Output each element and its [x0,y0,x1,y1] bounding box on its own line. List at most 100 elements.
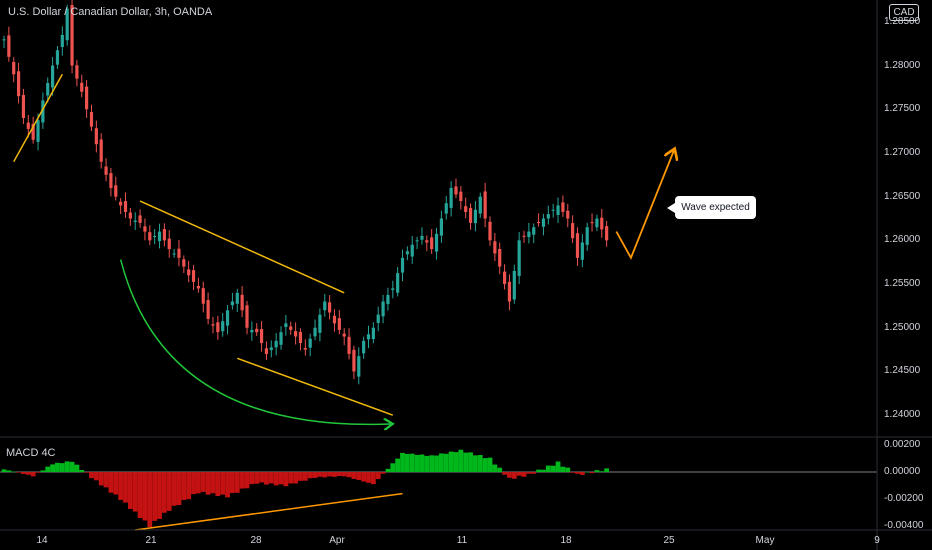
macd-bar [366,472,371,483]
macd-bar [390,463,396,473]
macd-bar [594,470,600,473]
macd-bar [404,453,410,473]
macd-bar [55,462,60,473]
candle-body [585,227,589,245]
candle-body [240,294,244,311]
candle-body [483,191,487,219]
candle-body [2,39,6,41]
candle-body [415,240,419,242]
macd-bar [157,472,162,519]
candle-body [400,257,405,273]
candle-body [434,233,439,252]
candle-body [119,201,123,206]
macd-bar [526,472,532,474]
macd-bar [434,455,439,473]
price-tick-label: 1.25000 [884,321,921,333]
currency-badge[interactable]: CAD [889,4,919,21]
macd-bar [239,472,245,489]
macd-bar [108,472,114,493]
macd-bar [356,472,362,481]
macd-bar [312,472,318,478]
macd-bar [210,472,216,494]
candle-body [303,347,307,350]
macd-bar [448,451,454,473]
candle-body [162,229,166,241]
macd-bar [302,472,308,481]
candle-body [488,221,492,241]
macd-bar [395,458,401,473]
macd-bar [74,464,80,473]
candle-body [381,301,385,317]
macd-bar [50,464,55,473]
macd-bar [234,472,240,493]
macd-bar [220,472,226,495]
macd-bar [152,472,158,521]
macd-bar [127,472,133,509]
price-tick-label: 1.25500 [884,278,921,290]
candle-body [449,187,453,208]
macd-bar [79,470,85,473]
price-tick-label: 1.27500 [884,103,921,115]
macd-bar [113,472,119,495]
candle-body [109,173,113,188]
trendline [139,200,345,294]
price-tick-label: 1.28000 [884,59,921,71]
wave-callout[interactable]: Wave expected [667,196,756,219]
macd-bar [273,472,279,486]
time-tick-label: 9 [874,535,880,546]
projection-arrow [615,149,674,260]
candle-body [459,191,463,202]
candle-body [182,259,186,267]
candle-body [60,34,64,47]
macd-bar [123,472,128,503]
macd-bar [254,472,260,484]
price-candles [2,0,609,385]
macd-bar [176,472,182,506]
candle-body [94,128,98,145]
macd-bar [200,472,206,492]
candle-body [99,139,103,162]
macd-bar [288,472,294,484]
candle-body [55,50,60,65]
macd-bar [516,472,522,476]
candle-body [575,233,580,258]
macd-bar [21,472,26,475]
macd-bar [205,472,211,495]
time-tick-label: 25 [663,535,675,546]
candle-body [7,35,11,57]
candle-body [537,222,541,224]
macd-bar [370,472,376,485]
macd-bar [230,472,235,494]
macd-bar [570,472,576,473]
candle-body [595,218,599,228]
candle-body [148,232,152,241]
macd-bar [215,472,221,496]
macd-bar [1,469,7,473]
macd-bar [278,472,284,485]
price-tick-label: 1.26500 [884,190,921,202]
macd-bar [30,472,36,477]
macd-bar [35,472,41,473]
candle-body [41,100,45,123]
candle-body [580,242,584,260]
macd-bar [477,455,483,473]
candle-body [172,253,176,255]
candle-body [371,327,375,340]
candle-body [556,205,560,215]
candle-body [36,120,40,142]
candle-body [405,251,409,255]
candle-body [600,217,604,230]
candle-body [294,331,298,337]
macd-bar [268,472,274,484]
macd-bar [521,472,527,477]
candle-body [357,356,361,377]
macd-bar [492,464,498,473]
candle-body [235,292,239,304]
candle-body [255,328,259,333]
macd-bar [225,472,230,498]
candle-body [605,226,609,241]
candle-body [31,123,35,140]
price-tick-label: 1.24500 [884,365,921,377]
candle-body [177,248,181,258]
